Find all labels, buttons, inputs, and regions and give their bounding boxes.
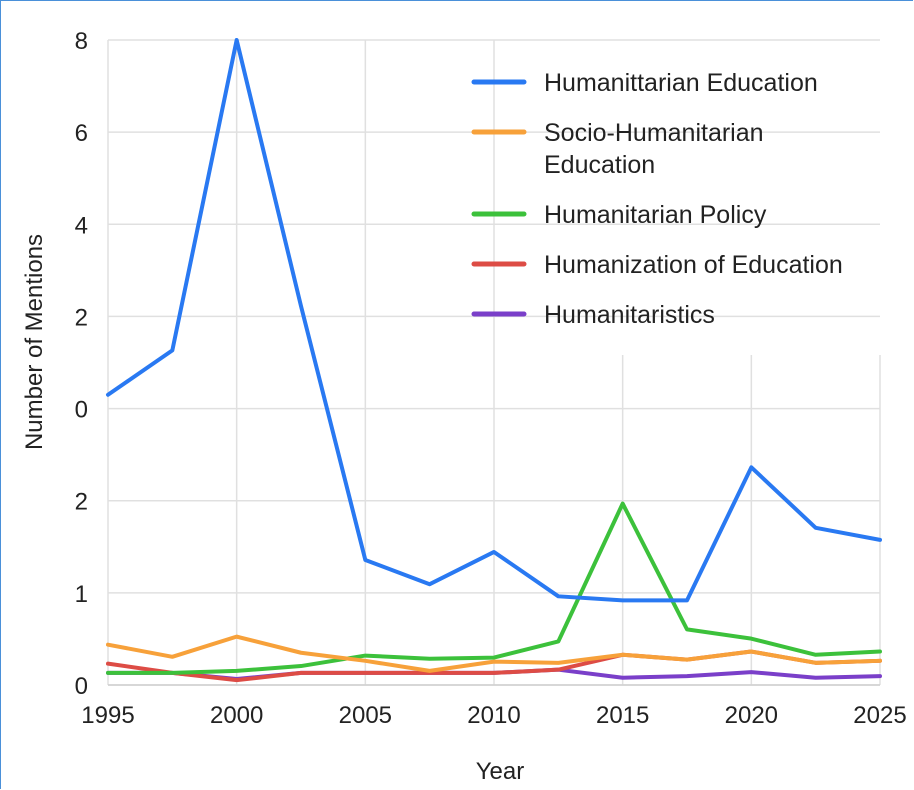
grid-lines <box>107 39 881 686</box>
y-tick-label: 4 <box>75 212 88 239</box>
series-line-humanittarian-education <box>106 38 882 603</box>
x-tick-label: 2005 <box>339 702 392 729</box>
legend-label: Humanization of Education <box>544 251 843 279</box>
legend-item: Socio-Humanitarian Education <box>471 119 764 179</box>
legend-label: Humanittarian Education <box>544 69 818 97</box>
y-tick-label: 8 <box>75 28 88 55</box>
legend-label: Humanitaristics <box>544 301 715 329</box>
y-tick-label: 0 <box>75 673 88 700</box>
x-tick-label: 1995 <box>81 702 134 729</box>
x-tick-label: 2010 <box>467 702 520 729</box>
x-tick-label: 2025 <box>853 702 906 729</box>
legend: Humanittarian Education Socio-Humanitaria… <box>471 69 843 329</box>
legend-label: Socio-Humanitarian <box>544 119 764 147</box>
series-line-humanitarian-policy <box>106 501 882 675</box>
legend-item: Humanitarian Policy <box>471 201 767 229</box>
legend-label: Humanitarian Policy <box>544 201 767 229</box>
y-tick-label: 1 <box>75 581 88 608</box>
y-axis-ticks: 8 6 4 2 0 2 1 0 <box>75 28 88 700</box>
x-axis-ticks: 1995 2000 2005 2010 2015 2020 2025 <box>81 702 906 729</box>
series-line-socio-humanitarian-education <box>106 634 882 673</box>
legend-item: Humanitaristics <box>471 301 715 329</box>
x-axis-title: Year <box>476 758 525 785</box>
series-lines <box>106 38 882 683</box>
y-axis-title: Number of Mentions <box>21 234 48 450</box>
x-tick-label: 2000 <box>210 702 263 729</box>
y-tick-label: 6 <box>75 120 88 147</box>
x-tick-label: 2020 <box>725 702 778 729</box>
legend-item: Humanittarian Education <box>471 69 818 97</box>
x-tick-label: 2015 <box>596 702 649 729</box>
y-tick-label: 0 <box>75 397 88 424</box>
y-tick-label: 2 <box>75 489 88 516</box>
legend-label: Education <box>544 151 655 179</box>
y-tick-label: 2 <box>75 304 88 331</box>
legend-item: Humanization of Education <box>471 251 843 279</box>
